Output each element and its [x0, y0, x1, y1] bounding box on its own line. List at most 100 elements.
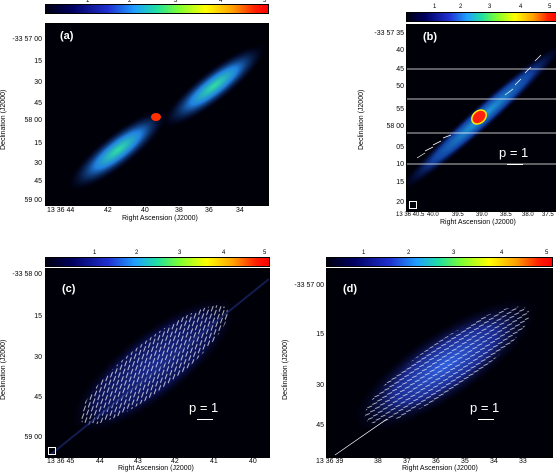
- ytick: 45: [396, 66, 404, 73]
- xlabel-a: Right Ascension (J2000): [122, 215, 198, 222]
- cbtick: 5: [263, 250, 267, 256]
- beam-b: [409, 201, 417, 209]
- xtick: 42: [104, 207, 112, 214]
- panel-a-label: (a): [60, 30, 74, 42]
- xtick: 40.0: [427, 212, 439, 218]
- colorbar-c: [45, 257, 270, 267]
- xtick: 38: [175, 207, 183, 214]
- xtick: 38: [374, 458, 382, 465]
- p-value-c: p = 1: [189, 400, 219, 415]
- xtick: 13 36 40.5: [396, 212, 425, 218]
- vectors-c: [49, 278, 269, 456]
- ytick: 30: [316, 382, 324, 389]
- p-value-d: p = 1: [470, 400, 500, 415]
- image-c: (c) p = 1: [45, 268, 270, 458]
- xtick: 36: [432, 458, 440, 465]
- ylabel-c: Declination (J2000): [0, 339, 7, 400]
- xtick: 40: [141, 207, 149, 214]
- xtick: 40: [249, 458, 257, 465]
- xlabel-b: Right Ascension (J2000): [440, 219, 516, 226]
- ytick: -33 57 00: [12, 36, 42, 43]
- cbtick: 5: [545, 250, 549, 256]
- emission-b: [407, 42, 556, 192]
- ytick: 45: [316, 422, 324, 429]
- xtick: 42: [171, 458, 179, 465]
- ytick: 30: [34, 79, 42, 86]
- cbtick: 1: [86, 0, 90, 4]
- panel-c-label: (c): [62, 283, 76, 295]
- cbtick: 4: [519, 4, 523, 10]
- colorbar-a: [45, 4, 269, 14]
- ytick: 45: [34, 178, 42, 185]
- ylabel-a: Declination (J2000): [0, 89, 7, 150]
- xtick: 43: [134, 458, 142, 465]
- cbtick: 4: [219, 0, 223, 4]
- xtick: 39.5: [452, 212, 464, 218]
- image-b: (b) p = 1: [406, 24, 556, 212]
- xtick: 34: [490, 458, 498, 465]
- xtick: 13 36 44: [47, 207, 75, 214]
- cbtick: 2: [459, 4, 463, 10]
- ytick: 05: [396, 144, 404, 151]
- xtick: 36: [205, 207, 213, 214]
- colorbar-d: [326, 257, 553, 267]
- emission-a: [68, 44, 266, 191]
- ytick: -33 58 00: [12, 271, 42, 278]
- panel-d-label: (d): [343, 283, 358, 295]
- image-d: (d) p = 1: [326, 268, 553, 458]
- xtick: 33: [519, 458, 527, 465]
- ytick: 59 00: [24, 434, 42, 441]
- ytick: 45: [34, 100, 42, 107]
- ytick: 15: [34, 313, 42, 320]
- cbtick: 1: [433, 4, 437, 10]
- ylabel-d: Declination (J2000): [282, 339, 289, 400]
- cbtick: 5: [263, 0, 267, 4]
- cbtick: 4: [500, 250, 504, 256]
- ytick: -33 57 00: [294, 282, 324, 289]
- ytick: 55: [396, 106, 404, 113]
- ytick: 58 00: [386, 123, 404, 130]
- xtick: 44: [96, 458, 104, 465]
- ytick: -33 57 35: [374, 30, 404, 37]
- ytick: 59 00: [24, 197, 42, 204]
- scale-bar-c: [197, 419, 213, 420]
- ytick: 15: [396, 179, 404, 186]
- cbtick: 2: [407, 250, 411, 256]
- cbtick: 2: [128, 0, 132, 4]
- ytick: 40: [396, 47, 404, 54]
- scale-bar-d: [478, 419, 494, 420]
- xtick: 37.5: [542, 212, 554, 218]
- ytick: 20: [396, 199, 404, 206]
- ytick: 15: [316, 331, 324, 338]
- xtick: 37: [403, 458, 411, 465]
- xtick: 39.0: [476, 212, 488, 218]
- xtick: 41: [210, 458, 218, 465]
- cbtick: 2: [135, 250, 139, 256]
- xlabel-c: Right Ascension (J2000): [118, 465, 194, 472]
- xtick: 38.5: [500, 212, 512, 218]
- scale-bar-b: [507, 164, 523, 165]
- xtick: 13 36 45: [47, 458, 75, 465]
- ytick: 58 00: [24, 117, 42, 124]
- ytick: 15: [34, 140, 42, 147]
- cbtick: 3: [178, 250, 182, 256]
- cbtick: 3: [452, 250, 456, 256]
- panel-b-label: (b): [423, 31, 438, 43]
- ytick: 30: [34, 160, 42, 167]
- p-value-b: p = 1: [499, 145, 529, 160]
- cbtick: 4: [222, 250, 226, 256]
- vectors-d: [334, 297, 539, 456]
- cbtick: 1: [362, 250, 366, 256]
- ytick: 30: [34, 354, 42, 361]
- beam-c: [48, 447, 56, 455]
- image-a: (a): [45, 23, 269, 206]
- cbtick: 3: [174, 0, 178, 4]
- cbtick: 1: [93, 250, 97, 256]
- xtick: 38.0: [522, 212, 534, 218]
- xtick: 35: [461, 458, 469, 465]
- cbtick: 3: [488, 4, 492, 10]
- ytick: 10: [396, 161, 404, 168]
- cbtick: 5: [548, 4, 552, 10]
- xlabel-d: Right Ascension (J2000): [402, 465, 478, 472]
- xtick: 34: [236, 207, 244, 214]
